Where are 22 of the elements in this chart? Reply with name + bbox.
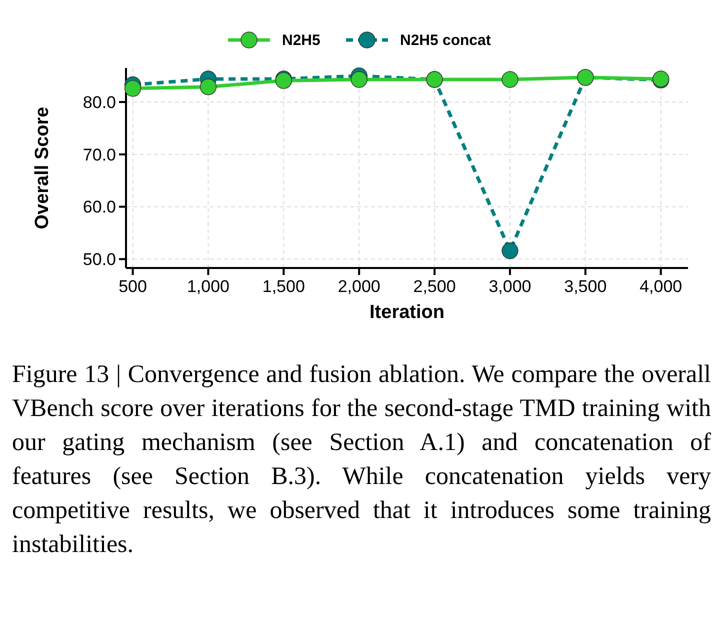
legend-label: N2H5 [282, 32, 320, 49]
x-tick-label: 2,000 [338, 277, 380, 296]
caption: Figure 13 | Convergence and fusion ablation. We compare the overall VBench score over iterations for the second-stage TMD training with our gating mechanism (see Section A.1) and concatenation of features (see Section B.3). While concatenation yields very competitive results, we observed that it introduces some training instabilities. [12, 360, 711, 560]
point [350, 71, 368, 88]
x-tick-label: 1,500 [262, 277, 305, 296]
point [502, 71, 518, 88]
x-tick-label: 4,000 [640, 277, 682, 296]
x-tick-label: 2,500 [413, 277, 456, 296]
x-tick-label: 3,500 [564, 277, 607, 296]
y-tick-label: 60.0 [82, 198, 116, 217]
y-tick-label: 80.0 [82, 93, 116, 112]
y-tick-label: 50.0 [82, 250, 116, 270]
point [200, 78, 217, 96]
y-axis-title: Overall Score [32, 106, 53, 230]
point [502, 242, 518, 260]
point [124, 80, 142, 97]
x-axis-title: Iteration [370, 302, 444, 323]
x-tick-label: 1,000 [186, 277, 230, 296]
y-tick-label: 70.0 [82, 145, 116, 164]
x-tick-label: 3,000 [488, 277, 532, 296]
legend-label: N2H5 concat [400, 32, 491, 49]
x-tick-label: 500 [118, 277, 147, 296]
